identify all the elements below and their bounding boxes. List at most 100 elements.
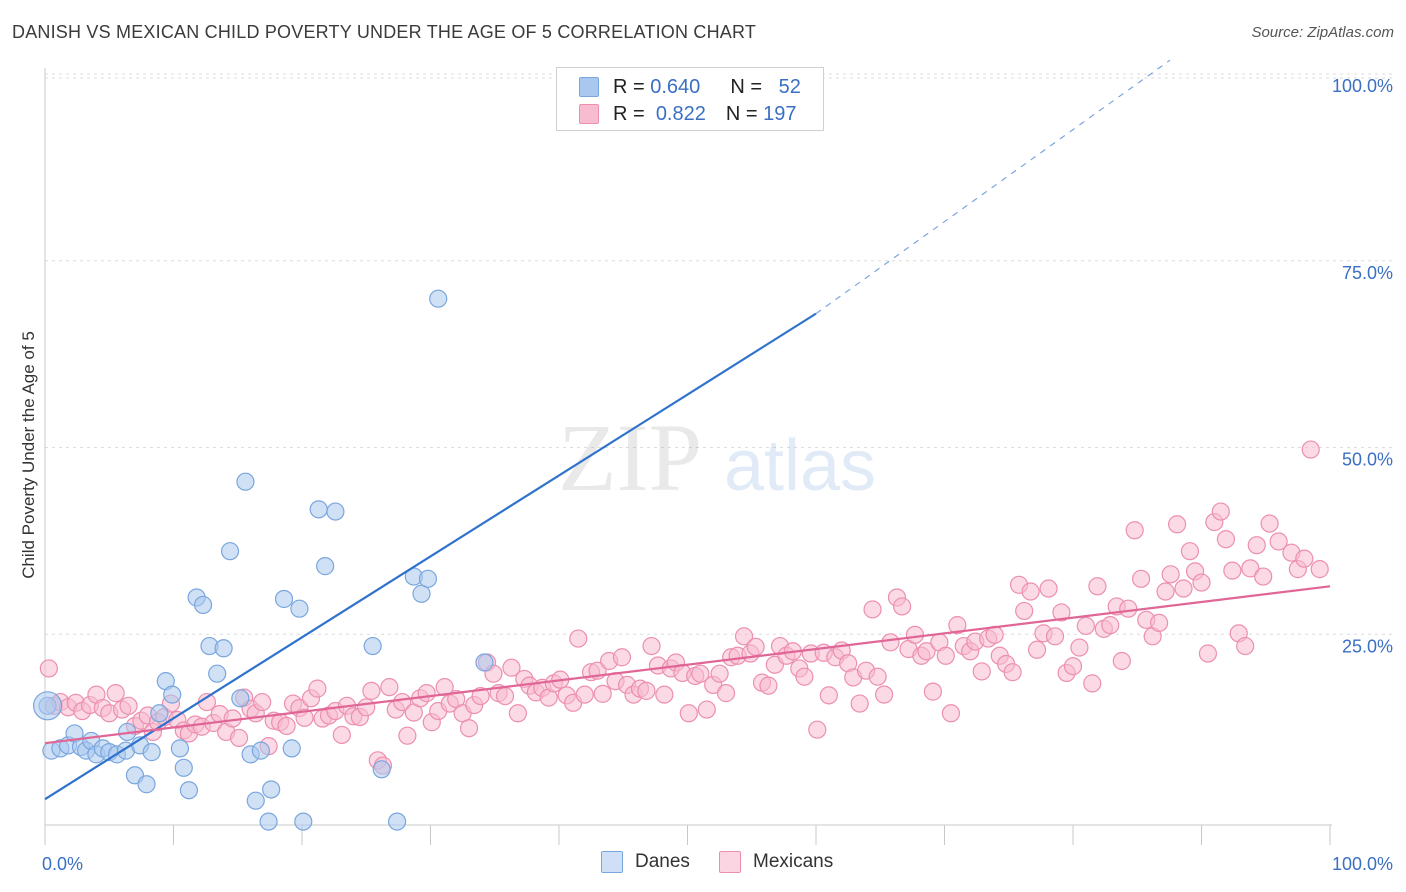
mexicans-point — [508, 704, 527, 723]
mexicans-point — [1192, 573, 1211, 592]
mexicans-point — [417, 684, 436, 703]
mexicans-point — [917, 642, 936, 661]
watermark-atlas: atlas — [724, 426, 876, 506]
danes-point — [137, 775, 156, 794]
mexicans-point — [495, 686, 515, 706]
danes-point — [387, 812, 407, 831]
mexicans-r-label: R = — [613, 102, 645, 125]
mexicans-point — [710, 664, 729, 683]
mexicans-point — [1301, 440, 1320, 459]
y-tick-label: 75.0% — [1342, 263, 1393, 283]
mexicans-point — [905, 625, 925, 644]
mexicans-point — [1269, 532, 1288, 551]
mexicans-point — [1310, 560, 1329, 579]
mexicans-point — [1149, 613, 1169, 632]
mexicans-point — [398, 726, 417, 745]
tick-labels: 25.0% 50.0% 75.0% 100.0% 0.0% 100.0% — [42, 76, 1393, 874]
mexicans-swatch — [579, 104, 599, 124]
mexicans-point — [892, 597, 912, 616]
danes-point — [251, 741, 270, 760]
mexicans-n-label: N = — [725, 102, 758, 125]
danes-legend-swatch — [601, 851, 623, 873]
mexicans-point — [1063, 657, 1083, 676]
mexicans-point — [229, 728, 249, 748]
mexicans-point — [875, 685, 894, 704]
mexicans-trend-line — [44, 585, 1331, 745]
danes-r-value: 0.640 — [650, 75, 701, 98]
mexicans-point — [1003, 663, 1022, 682]
danes-point — [259, 812, 278, 831]
mexicans-point — [308, 679, 327, 698]
mexicans-point — [1015, 601, 1034, 621]
danes-point — [316, 557, 335, 576]
legend-item-danes[interactable]: Danes — [601, 851, 690, 873]
legend-row-mexicans: R = 0.822 N = 197 — [579, 101, 797, 127]
mexicans-point — [1070, 638, 1089, 657]
danes-point — [163, 685, 182, 704]
mexicans-point — [362, 681, 381, 700]
danes-point — [170, 739, 190, 758]
danes-point — [150, 704, 169, 723]
mexicans-point — [679, 704, 698, 723]
mexicans-point — [1223, 561, 1242, 580]
legend-item-mexicans[interactable]: Mexicans — [719, 851, 833, 873]
mexicans-point — [1254, 567, 1273, 586]
watermark: ZIP atlas — [558, 404, 876, 511]
x-tick-label: 100.0% — [1332, 854, 1393, 874]
danes-point — [142, 743, 161, 762]
source-credit: Source: ZipAtlas.com — [1251, 24, 1394, 41]
mexicans-point — [1119, 599, 1138, 618]
mexicans-point — [459, 719, 479, 738]
mexicans-point — [637, 681, 656, 700]
mexicans-point — [941, 704, 961, 723]
mexicans-point — [697, 700, 716, 719]
mexicans-point — [1260, 514, 1279, 533]
danes-point — [418, 569, 438, 588]
mexicans-point — [1112, 651, 1131, 671]
correlation-legend: R = 0.640 N = 52 R = 0.822 N = 197 — [556, 67, 824, 131]
mexicans-point — [1180, 542, 1200, 561]
danes-n-label: N = — [730, 75, 762, 98]
mexicans-point — [868, 667, 887, 686]
danes-point-large — [32, 691, 63, 721]
mexicans-point — [881, 633, 900, 652]
mexicans-point — [1052, 603, 1071, 622]
mexicans-point — [972, 662, 991, 681]
mexicans-point — [1156, 582, 1175, 601]
mexicans-point — [1167, 515, 1187, 534]
mexicans-point — [850, 694, 869, 713]
danes-point — [193, 595, 213, 615]
danes-n-value: 52 — [778, 75, 801, 98]
mexicans-point — [734, 627, 754, 646]
mexicans-point — [808, 720, 827, 739]
y-tick-label: 100.0% — [1332, 76, 1393, 96]
danes-point — [262, 780, 281, 799]
mexicans-point — [471, 686, 490, 706]
mexicans-point — [1216, 530, 1236, 549]
danes-point — [363, 636, 382, 656]
mexicans-point — [332, 725, 351, 745]
mexicans-legend-swatch — [719, 851, 741, 873]
mexicans-point — [655, 685, 674, 704]
mexicans-point — [119, 696, 138, 715]
danes-trend-extension — [815, 59, 1171, 315]
danes-point — [208, 664, 227, 683]
mexicans-point — [295, 708, 314, 727]
mexicans-point — [593, 684, 612, 703]
legend-row-danes: R = 0.640 N = 52 — [579, 74, 801, 100]
danes-point — [236, 472, 255, 491]
danes-swatch — [579, 77, 599, 97]
mexicans-point — [1161, 565, 1180, 584]
y-axis-label: Child Poverty Under the Age of 5 — [19, 331, 38, 579]
mexicans-point — [39, 659, 58, 678]
mexicans-points — [39, 440, 1329, 775]
mexicans-point — [819, 686, 838, 705]
danes-point — [174, 758, 193, 777]
mexicans-point — [1132, 569, 1151, 588]
mexicans-point — [277, 716, 296, 736]
mexicans-point — [1236, 636, 1255, 656]
trend-lines — [44, 59, 1331, 801]
danes-point — [294, 812, 313, 831]
danes-point — [372, 760, 391, 779]
